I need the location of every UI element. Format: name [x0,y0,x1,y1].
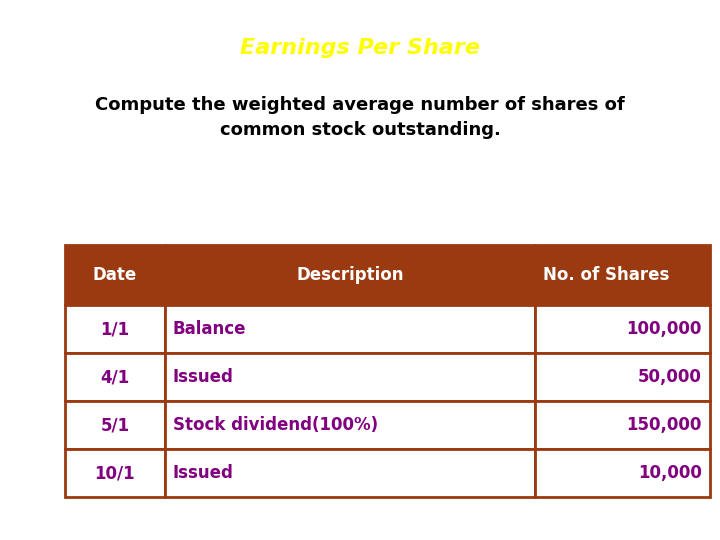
Text: 50,000: 50,000 [638,368,702,386]
Text: Compute the weighted average number of shares of
common stock outstanding.: Compute the weighted average number of s… [95,96,625,139]
Bar [65,449,165,497]
Bar [165,449,535,497]
Text: Date: Date [93,266,137,284]
Bar [165,401,535,449]
Bar [165,305,535,353]
Bar [65,305,165,353]
Bar [165,353,535,401]
Bar [65,245,165,305]
Bar [535,449,710,497]
Text: Issued: Issued [173,464,234,482]
Text: 150,000: 150,000 [626,416,702,434]
Text: 5/1: 5/1 [100,416,130,434]
Bar [535,401,710,449]
Bar [535,353,710,401]
Text: Balance: Balance [173,320,246,338]
Text: No. of Shares: No. of Shares [543,266,670,284]
Text: 1/1: 1/1 [100,320,130,338]
Bar [535,305,710,353]
Text: Earnings Per Share: Earnings Per Share [240,38,480,58]
Text: Issued: Issued [173,368,234,386]
Bar [65,353,165,401]
Text: 100,000: 100,000 [626,320,702,338]
Bar [535,245,710,305]
Text: Stock dividend(100%): Stock dividend(100%) [173,416,378,434]
Bar [165,245,535,305]
Text: 10,000: 10,000 [638,464,702,482]
Text: 10/1: 10/1 [95,464,135,482]
Bar [65,401,165,449]
Text: 4/1: 4/1 [100,368,130,386]
Text: Description: Description [296,266,404,284]
